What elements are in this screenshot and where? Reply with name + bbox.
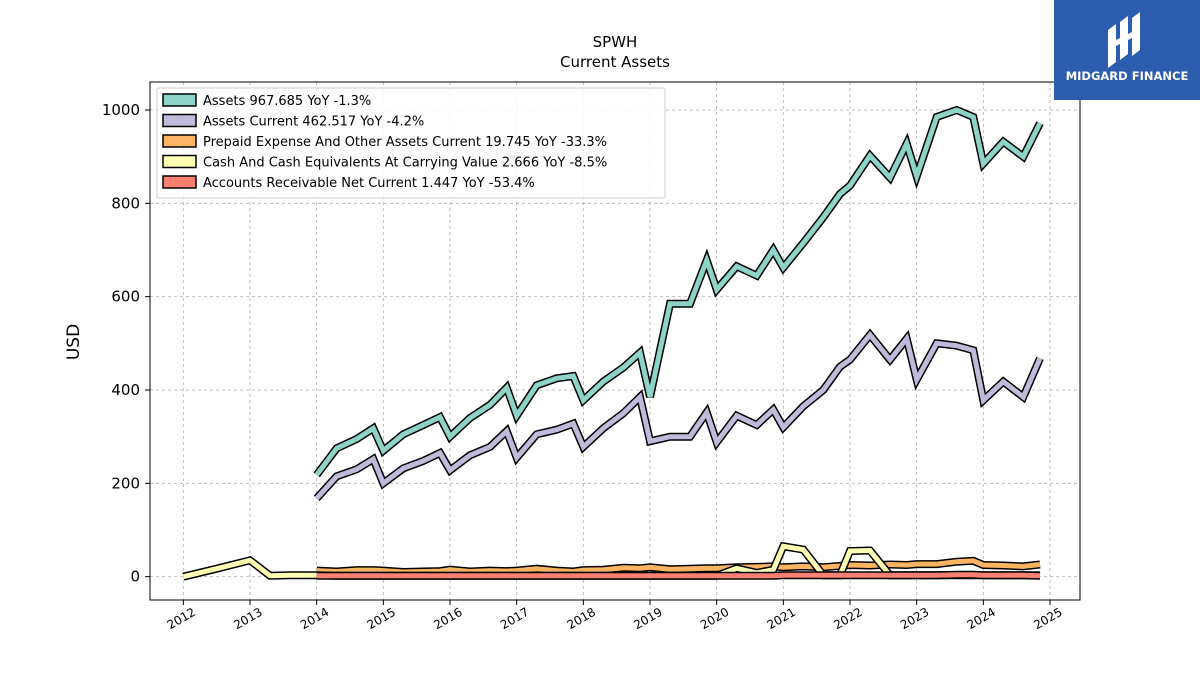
x-tick-label: 2016 (431, 605, 464, 632)
logo-mark-icon (1108, 12, 1140, 68)
legend-box (156, 87, 666, 199)
midgard-finance-logo: MIDGARD FINANCE (1054, 0, 1200, 100)
x-tick-label: 2025 (1031, 605, 1064, 632)
legend-swatch-2 (162, 134, 197, 148)
legend-entry-0: Assets 967.685 YoY -1.3% (203, 94, 371, 109)
x-tick-label: 2020 (698, 605, 731, 632)
legend-entry-1: Assets Current 462.517 YoY -4.2% (203, 115, 424, 130)
x-tick-label: 2021 (765, 605, 798, 632)
y-tick-label: 0 (130, 568, 140, 586)
series-line-2 (316, 558, 1041, 575)
x-tick-label: 2018 (565, 605, 598, 632)
legend-swatch-0 (162, 93, 197, 107)
series-line-1 (314, 330, 1043, 500)
y-tick-label: 600 (111, 288, 140, 306)
series-outline-1 (313, 328, 1044, 501)
legend-swatch-1 (162, 113, 197, 128)
chart-title: SPWH (593, 33, 638, 51)
x-tick-label: 2019 (631, 605, 664, 632)
x-tick-label: 2024 (965, 605, 998, 632)
series-layer (182, 105, 1044, 581)
series-line-0 (314, 107, 1043, 477)
legend-swatch-4 (162, 175, 197, 189)
y-tick-label: 1000 (102, 101, 140, 119)
x-tick-label: 2017 (498, 605, 531, 632)
x-tick-label: 2014 (298, 605, 331, 632)
y-tick-label: 200 (111, 474, 140, 492)
x-tick-label: 2023 (898, 605, 931, 632)
series-line-4 (316, 572, 1041, 579)
legend-swatch-3 (162, 154, 197, 169)
x-tick-label: 2022 (831, 605, 864, 632)
plot-frame (149, 81, 1081, 601)
legend-entry-3: Cash And Cash Equivalents At Carrying Va… (203, 156, 607, 171)
legend-entry-4: Accounts Receivable Net Current 1.447 Yo… (203, 176, 535, 191)
x-tick-label: 2012 (165, 605, 198, 632)
legend-entry-2: Prepaid Expense And Other Assets Current… (203, 135, 607, 150)
legend: Assets 967.685 YoY -1.3% Assets Current 4… (156, 87, 666, 199)
y-axis-label: USD (64, 324, 84, 360)
logo-text: MIDGARD FINANCE (1065, 69, 1189, 83)
y-tick-label: 400 (111, 381, 140, 399)
chart-subtitle: Current Assets (560, 53, 670, 71)
x-tick-label: 2013 (231, 605, 264, 632)
x-tick-label: 2015 (365, 605, 398, 632)
y-tick-label: 800 (111, 194, 140, 212)
